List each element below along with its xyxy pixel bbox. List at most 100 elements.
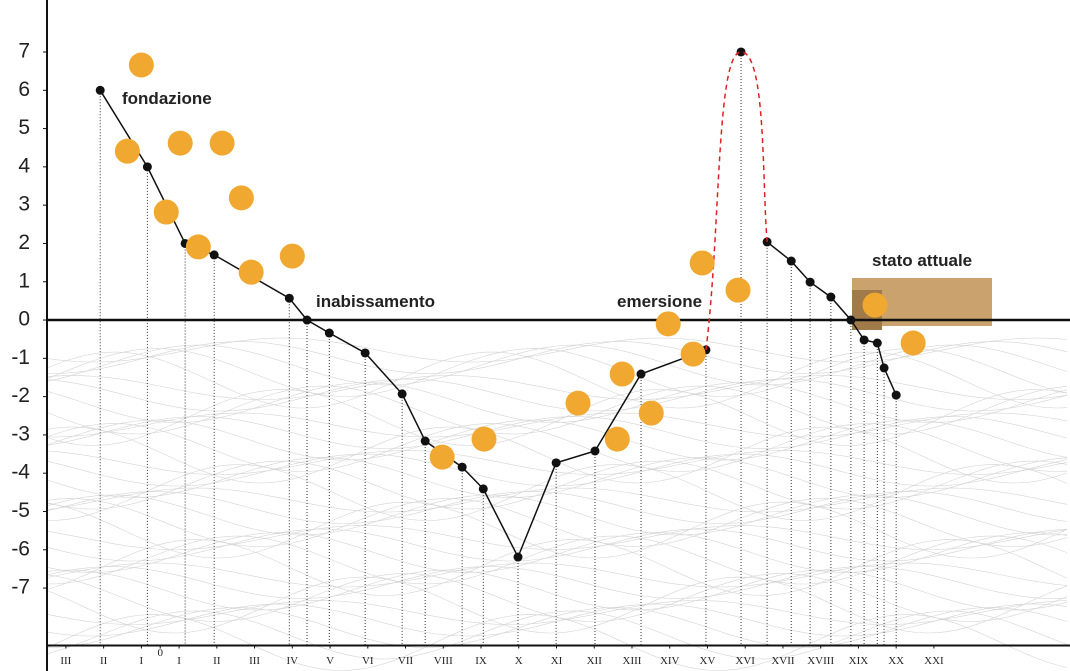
x-tick-label: II: [100, 655, 108, 667]
wave: [46, 385, 1068, 435]
wave: [46, 532, 1068, 573]
wave: [46, 344, 1068, 386]
event-marker: [128, 52, 154, 78]
line: [99, 89, 897, 559]
y-tick-label: 7: [18, 40, 30, 63]
point: [551, 458, 561, 468]
wave: [46, 460, 1068, 510]
event-marker: [655, 311, 681, 337]
event-marker: [725, 277, 751, 303]
y-tick-label: 0: [18, 308, 30, 331]
x-tick-label: III: [249, 655, 260, 667]
event-marker: [862, 292, 888, 318]
wave: [46, 528, 1068, 562]
y-tick-label: 4: [18, 154, 30, 177]
annotation: emersione: [617, 292, 702, 311]
point: [142, 162, 152, 172]
wave: [46, 453, 1068, 487]
y-tick-label: 1: [18, 269, 30, 292]
wave: [46, 566, 1068, 599]
wave: [47, 341, 1068, 374]
x-tick-label: IX: [475, 655, 487, 667]
y-tick-label: 2: [18, 231, 30, 254]
wave: [46, 450, 1068, 475]
event-marker: [279, 243, 305, 269]
x-tick-label: VI: [362, 655, 374, 667]
event-marker: [689, 250, 715, 276]
event-marker: [114, 138, 140, 164]
x-tick-label: XI: [551, 655, 563, 667]
event-marker: [471, 426, 497, 452]
event-marker: [429, 444, 455, 470]
event-marker: [609, 361, 635, 387]
point: [457, 462, 467, 472]
event-marker: [565, 390, 591, 416]
point: [879, 363, 889, 373]
event-marker: [228, 185, 254, 211]
x-tick-label: I: [140, 655, 144, 667]
event-marker: [638, 400, 664, 426]
x-tick-label: XX: [888, 655, 904, 667]
x-tick-label: XIX: [849, 655, 869, 667]
x-tick-label: XVIII: [807, 655, 834, 667]
x-tick-label: I: [177, 655, 181, 667]
wave: [46, 491, 1068, 524]
event-marker: [209, 130, 235, 156]
wave: [46, 375, 1068, 400]
wave: [46, 382, 1068, 423]
point: [284, 293, 294, 303]
y-tick-label: -7: [11, 576, 30, 599]
y-tick-label: -2: [11, 384, 30, 407]
x-tick-label: XVII: [771, 655, 795, 667]
point: [636, 369, 646, 379]
event-marker: [153, 199, 179, 225]
x-tick-label: XXI: [924, 655, 944, 667]
x-tick-label: XIV: [660, 655, 680, 667]
wave: [46, 569, 1068, 611]
wave: [46, 351, 1068, 409]
event-marker: [680, 341, 706, 367]
annotation: stato attuale: [872, 251, 972, 270]
point: [360, 348, 370, 358]
wave: [46, 378, 1068, 412]
point: [302, 315, 312, 325]
wave: [46, 487, 1068, 513]
x-tick-label: VII: [398, 655, 414, 667]
x-tick-label: 0: [157, 647, 163, 659]
wave: [46, 607, 1068, 648]
point: [736, 47, 746, 57]
event-marker: [900, 330, 926, 356]
point: [513, 552, 523, 562]
point: [397, 389, 407, 399]
wave: [46, 419, 1068, 461]
x-tick-label: II: [213, 655, 221, 667]
wave: [46, 494, 1068, 536]
y-tick-label: -4: [11, 461, 30, 484]
wave: [46, 614, 1068, 671]
wave: [46, 610, 1068, 660]
dashed-line: [705, 51, 768, 350]
wave: [46, 389, 1068, 446]
y-tick-label: 5: [18, 116, 30, 139]
y-tick-label: -6: [11, 537, 30, 560]
wave: [46, 562, 1068, 588]
event-marker: [167, 130, 193, 156]
wave: [46, 539, 1068, 596]
y-tick-label: 6: [18, 78, 30, 101]
point: [846, 315, 856, 325]
event-marker: [238, 259, 264, 285]
point: [420, 436, 430, 446]
wave: [46, 416, 1068, 449]
wave: [46, 525, 1068, 550]
wave: [46, 348, 1068, 397]
x-tick-label: XIII: [623, 655, 642, 667]
x-tick-label: X: [515, 655, 523, 667]
y-tick-label: -3: [11, 422, 30, 445]
y-tick-label: -1: [11, 346, 30, 369]
wave: [46, 498, 1068, 547]
x-tick-label: V: [326, 655, 334, 667]
x-tick-label: XVI: [735, 655, 755, 667]
event-marker: [185, 234, 211, 260]
point: [859, 335, 869, 345]
